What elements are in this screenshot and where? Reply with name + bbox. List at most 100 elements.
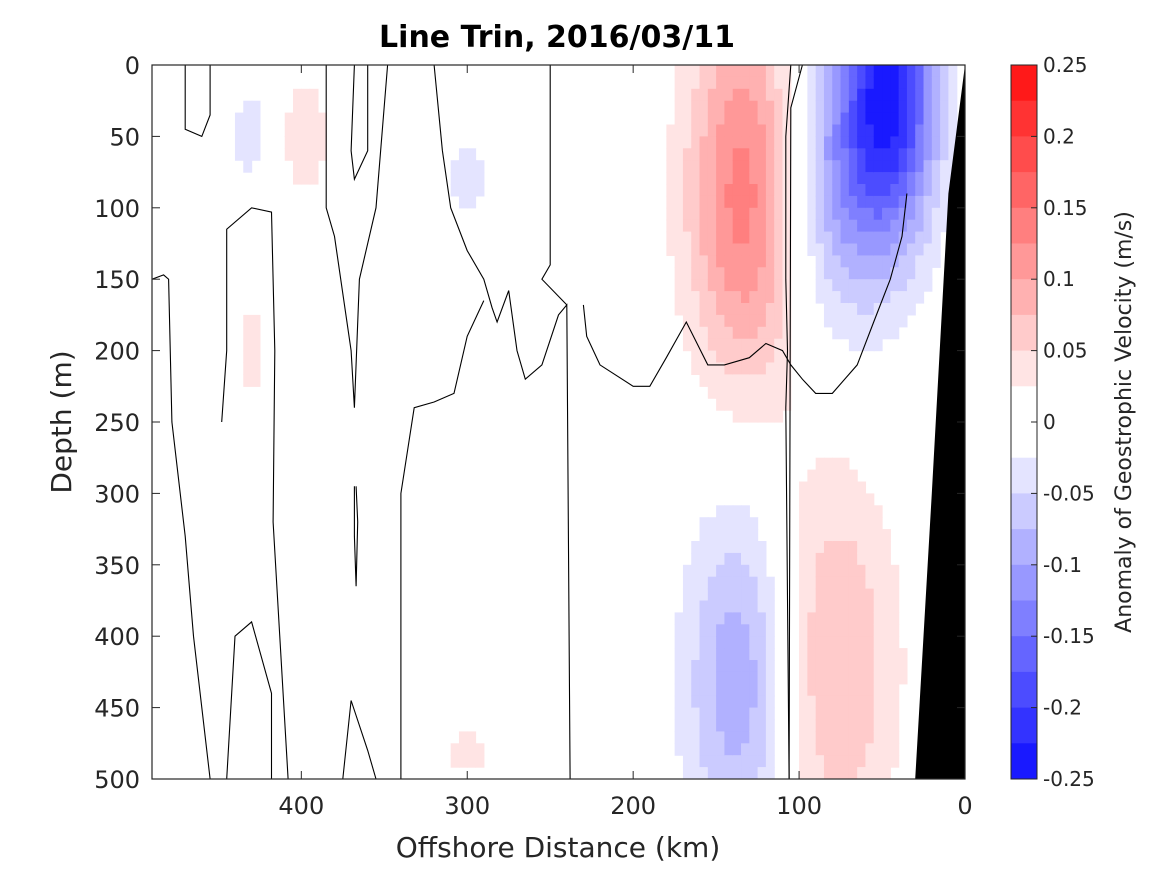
field-cell — [757, 112, 767, 126]
field-cell — [890, 683, 900, 697]
field-cell — [865, 136, 875, 149]
field-cell — [707, 767, 717, 779]
field-cell — [741, 279, 750, 292]
field-cell — [823, 219, 833, 233]
field-cell — [243, 326, 253, 340]
field-cell — [898, 207, 908, 221]
colorbar-tick-label: -0.2 — [1043, 696, 1082, 720]
field-cell — [674, 660, 684, 673]
field-cell — [832, 612, 842, 625]
field-cell — [732, 219, 742, 233]
field-cell — [857, 576, 867, 590]
field-cell — [741, 112, 750, 126]
zero-contour-line — [342, 700, 377, 779]
field-cell — [865, 243, 875, 256]
field-cell — [301, 100, 311, 114]
field-cell — [757, 743, 767, 756]
field-cell — [716, 184, 726, 197]
field-cell — [682, 267, 692, 280]
field-cell — [931, 219, 941, 233]
field-cell — [765, 648, 775, 661]
field-cell — [823, 136, 833, 149]
field-cell — [699, 707, 709, 721]
field-cell — [475, 160, 485, 173]
field-cell — [873, 219, 883, 233]
field-cell — [716, 100, 726, 114]
field-cell — [691, 291, 701, 304]
field-cell — [873, 291, 883, 304]
field-cell — [799, 493, 808, 506]
colorbar-label: Anomaly of Geostrophic Velocity (m/s) — [1112, 211, 1137, 633]
field-cell — [757, 600, 767, 613]
field-cell — [749, 398, 759, 411]
field-cell — [823, 552, 833, 566]
field-cell — [898, 65, 908, 78]
field-cell — [691, 255, 701, 268]
field-cell — [882, 231, 891, 245]
field-cell — [807, 243, 817, 256]
field-cell — [882, 707, 891, 721]
field-cell — [691, 731, 701, 744]
field-cell — [799, 660, 808, 673]
field-cell — [691, 612, 701, 625]
field-cell — [682, 207, 692, 221]
field-cell — [716, 279, 726, 292]
field-cell — [882, 136, 891, 149]
field-cell — [243, 314, 253, 328]
field-cell — [782, 172, 792, 185]
field-cell — [782, 124, 792, 137]
field-cell — [716, 65, 726, 78]
field-cell — [815, 481, 825, 494]
field-cell — [765, 100, 775, 114]
field-cell — [699, 612, 709, 625]
field-cell — [765, 767, 775, 779]
field-cell — [724, 612, 734, 625]
field-cell — [699, 755, 709, 768]
field-cell — [682, 195, 692, 209]
field-cell — [931, 231, 941, 245]
field-cell — [732, 374, 742, 387]
field-cell — [890, 88, 900, 102]
field-cell — [857, 517, 867, 530]
field-cell — [848, 731, 858, 744]
colorbar-swatch — [1011, 422, 1037, 459]
field-cell — [691, 624, 701, 637]
field-cell — [865, 576, 875, 590]
field-cell — [774, 255, 784, 268]
field-cell — [732, 100, 742, 114]
field-cell — [915, 219, 925, 233]
field-cell — [716, 326, 726, 340]
field-cell — [243, 374, 253, 387]
field-cell — [815, 719, 825, 732]
field-cell — [699, 648, 709, 661]
field-cell — [674, 65, 684, 78]
field-cell — [832, 505, 842, 518]
field-cell — [782, 76, 792, 90]
field-cell — [765, 314, 775, 328]
field-cell — [741, 576, 750, 590]
field-cell — [691, 326, 701, 340]
field-cell — [873, 636, 883, 649]
field-cell — [682, 624, 692, 637]
field-cell — [716, 636, 726, 649]
field-cell — [865, 65, 875, 78]
field-cell — [707, 231, 717, 245]
field-cell — [749, 314, 759, 328]
field-cell — [749, 648, 759, 661]
field-cell — [840, 148, 850, 161]
field-cell — [674, 172, 684, 185]
field-cell — [707, 112, 717, 126]
field-cell — [906, 76, 916, 90]
field-cell — [732, 207, 742, 221]
field-cell — [682, 671, 692, 685]
field-cell — [807, 648, 817, 661]
field-cell — [782, 195, 792, 209]
field-cell — [757, 767, 767, 779]
field-cell — [865, 291, 875, 304]
field-cell — [732, 731, 742, 744]
field-cell — [832, 636, 842, 649]
field-cell — [757, 564, 767, 578]
field-cell — [840, 231, 850, 245]
field-cell — [234, 124, 244, 137]
field-cell — [749, 541, 759, 554]
